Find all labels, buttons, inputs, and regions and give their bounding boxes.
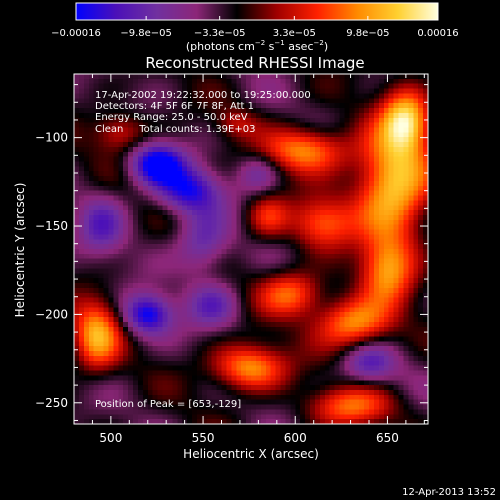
y-axis-label: Heliocentric Y (arcsec) [13,183,27,318]
x-tick-label: 500 [99,431,122,445]
colorbar-ticks: −0.00016 −9.8e−05 −3.3e−05 3.3e−05 9.8e−05 0.… [51,16,459,39]
x-axis-label: Heliocentric X (arcsec) [183,447,319,461]
colorbar-tick-label: −3.3e−05 [194,28,246,39]
x-tick-label: 650 [376,431,399,445]
y-tick-label: −200 [35,307,68,321]
colorbar-gradient [76,3,438,20]
annotation-clean-counts: Clean Total counts: 1.39E+03 [95,124,255,135]
peak-position-label: Position of Peak = [653,-129] [95,399,241,410]
y-tick-label: −100 [35,131,68,145]
colorbar-tick-label: 0.00016 [417,28,458,39]
chart-title: Reconstructed RHESSI Image [145,54,364,72]
y-tick-label: −150 [35,219,68,233]
colorbar-frame [75,2,439,21]
annotation-detectors: Detectors: 4F 5F 6F 7F 8F, Att 1 [95,101,254,112]
plot-frame [73,73,429,425]
plot-area [73,73,429,425]
x-tick-label: 600 [284,431,307,445]
x-tick-label: 550 [192,431,215,445]
annotation-energy-range: Energy Range: 25.0 - 50.0 keV [95,112,248,123]
colorbar-unit-label: (photons cm−2 s−1 asec−2) [186,39,328,53]
annotation-time-range: 17-Apr-2002 19:22:32.000 to 19:25:00.000 [95,90,311,101]
timestamp: 12-Apr-2013 13:52 [402,487,496,498]
colorbar-tick-label: 9.8e−05 [346,28,389,39]
heatmap-image [74,74,428,424]
axis-ticks: 500 550 600 650 −250 −200 −150 −100 [35,74,428,445]
annotation-block: 17-Apr-2002 19:22:32.000 to 19:25:00.000… [95,90,311,135]
colorbar-tick-label: 3.3e−05 [273,28,316,39]
colorbar-tick-label: −0.00016 [51,28,101,39]
colorbar: −0.00016 −9.8e−05 −3.3e−05 3.3e−05 9.8e−05 0.… [51,2,459,53]
y-tick-label: −250 [35,396,68,410]
colorbar-tick-label: −9.8e−05 [120,28,172,39]
